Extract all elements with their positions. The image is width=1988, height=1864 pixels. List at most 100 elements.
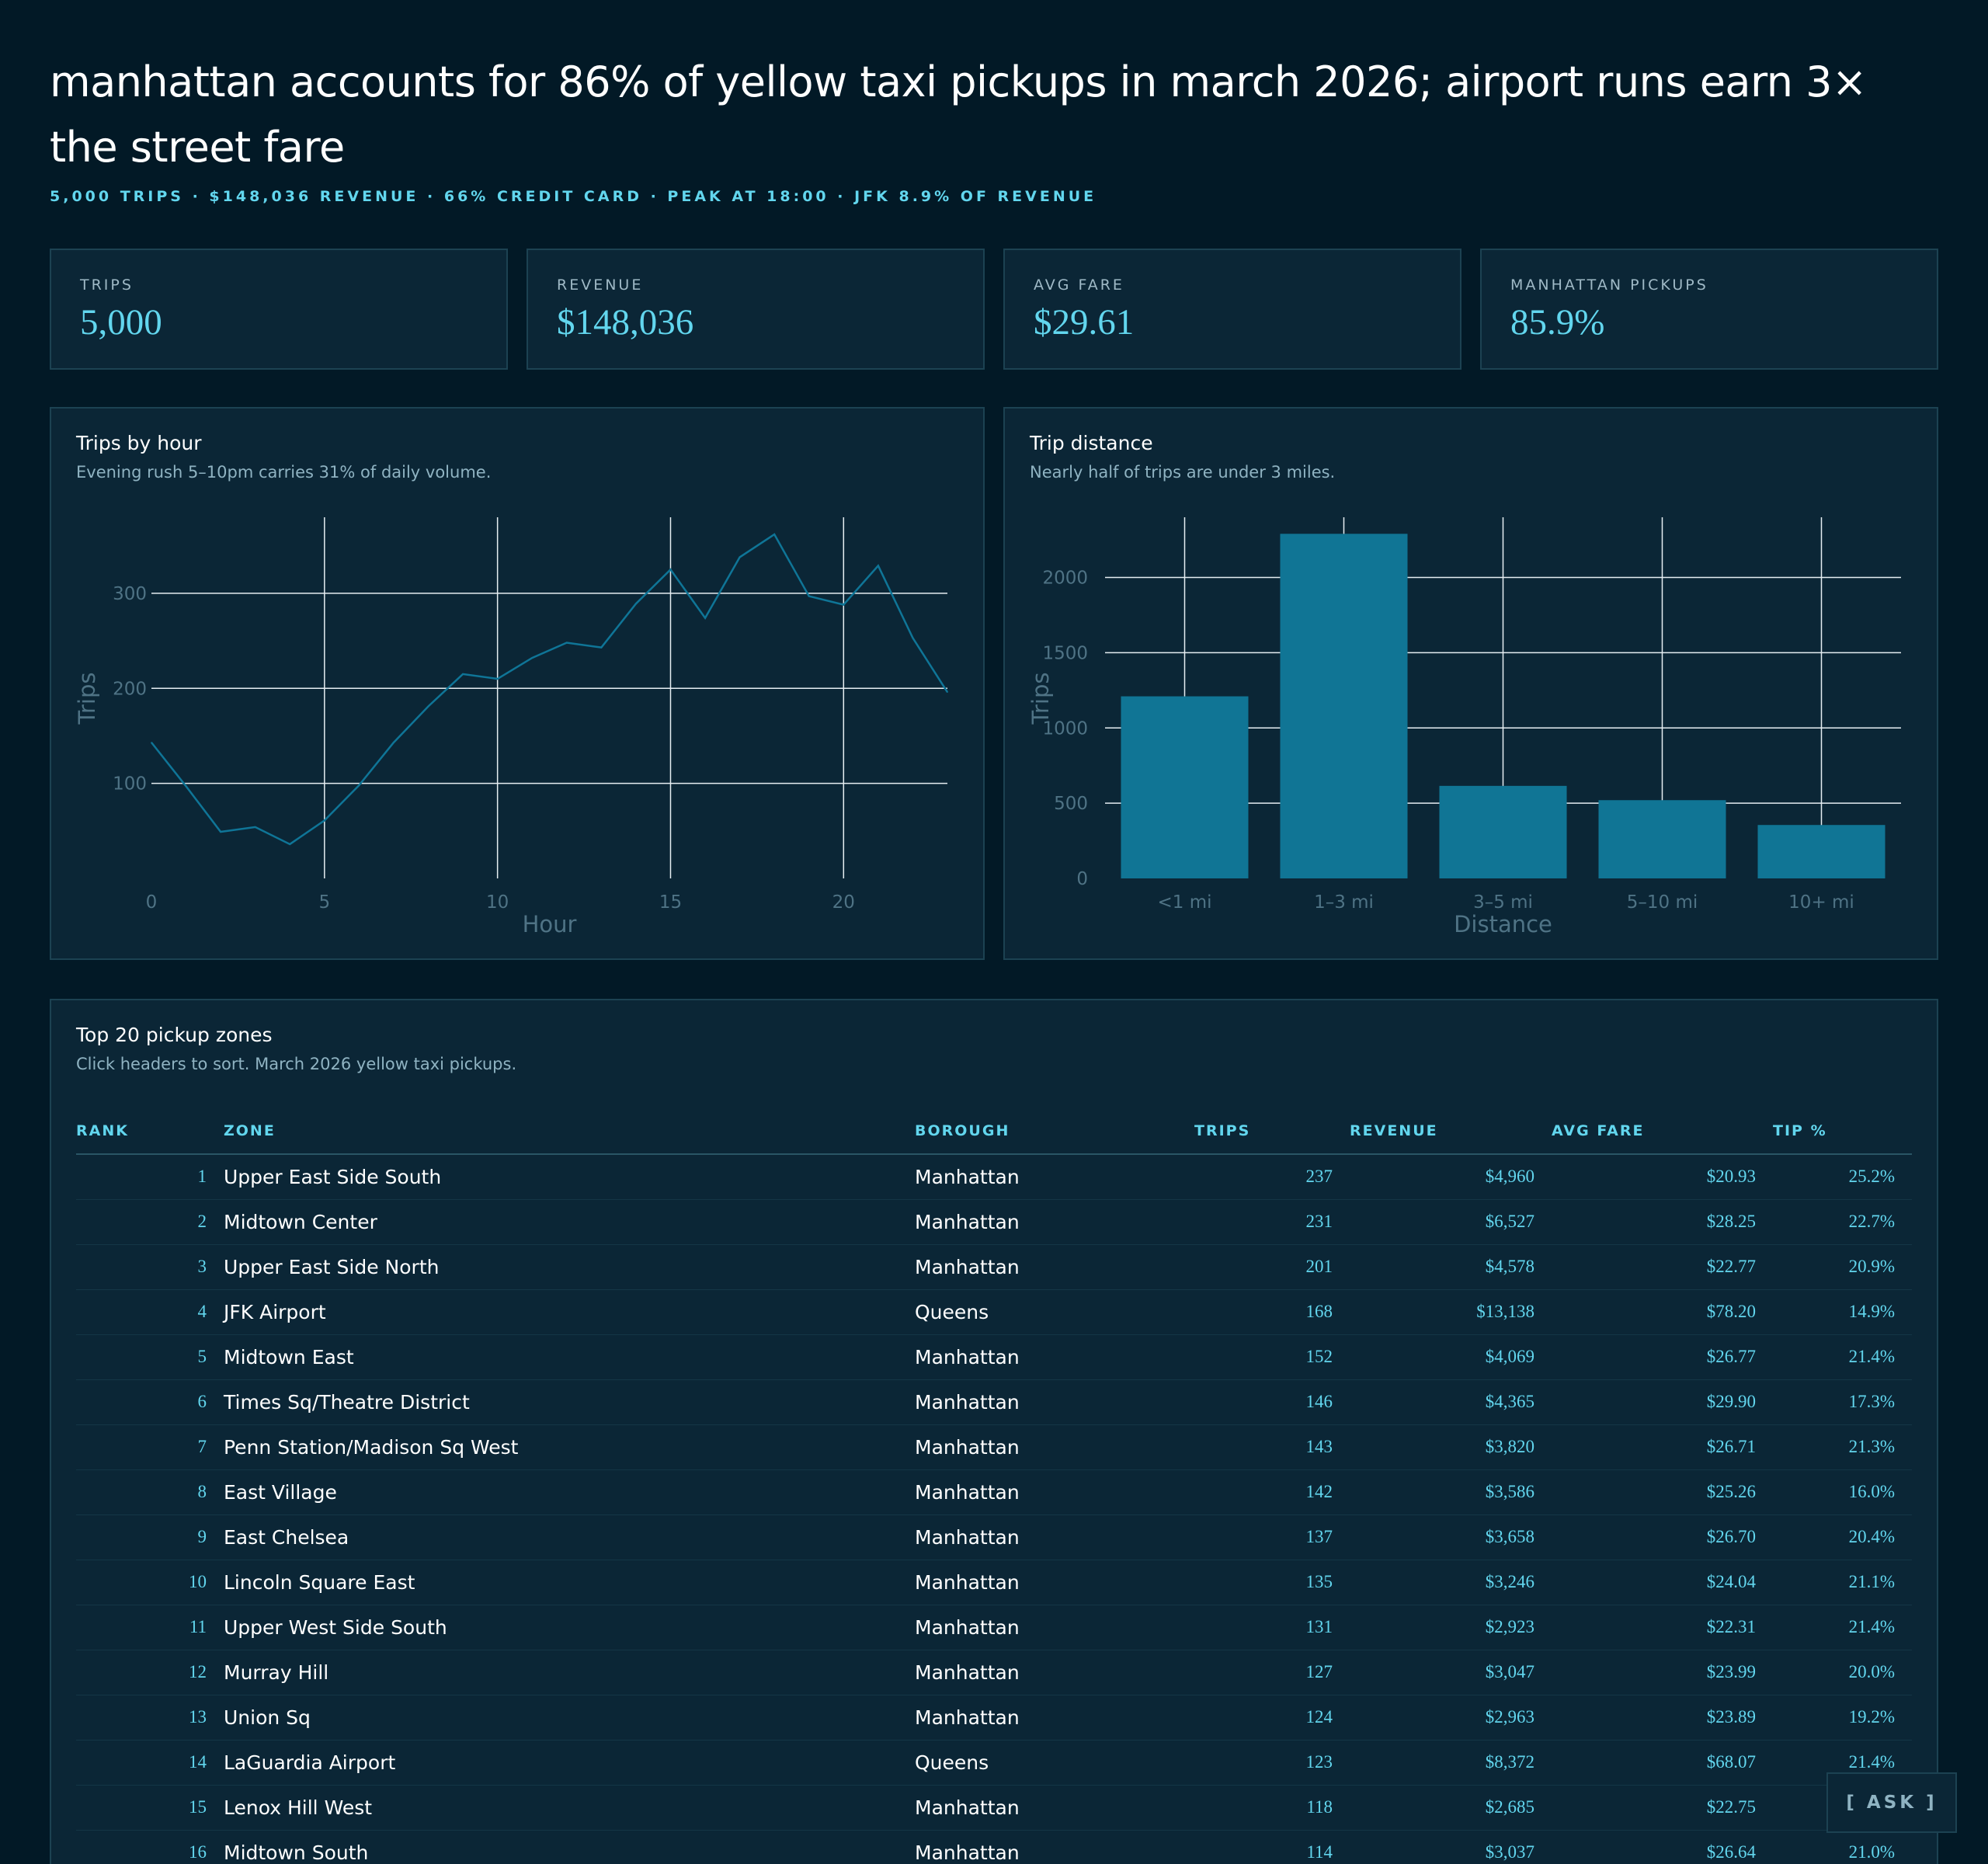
column-header-zone[interactable]: ZONE <box>224 1108 915 1155</box>
cell-borough: Manhattan <box>915 1379 1194 1425</box>
zones-table: RANK ZONE BOROUGH TRIPS REVENUE AVG FARE… <box>76 1108 1912 1864</box>
column-header-tip[interactable]: TIP % <box>1773 1108 1912 1155</box>
data-point <box>912 637 914 639</box>
cell-tip: 21.3% <box>1773 1424 1912 1470</box>
cell-rank: 11 <box>76 1605 224 1650</box>
data-point <box>704 617 706 619</box>
data-point <box>151 742 152 743</box>
cell-avg-fare: $24.04 <box>1552 1560 1773 1605</box>
cell-avg-fare: $78.20 <box>1552 1289 1773 1335</box>
cell-revenue: $4,578 <box>1350 1244 1552 1290</box>
x-tick-label: 5 <box>319 892 331 913</box>
cell-rank: 13 <box>76 1695 224 1741</box>
cell-trips: 135 <box>1194 1560 1350 1605</box>
panel-title: Top 20 pickup zones <box>76 1024 273 1046</box>
data-point <box>531 657 533 659</box>
column-header-avg-fare[interactable]: AVG FARE <box>1552 1108 1773 1155</box>
x-tick-label: <1 mi <box>1157 892 1211 913</box>
cell-borough: Manhattan <box>915 1560 1194 1605</box>
kpi-value: 5,000 <box>80 302 162 343</box>
cell-tip: 22.7% <box>1773 1199 1912 1245</box>
y-axis-title: Trips <box>74 673 100 725</box>
ask-button[interactable]: [ ASK ] <box>1826 1772 1957 1833</box>
table-row: 4 JFK Airport Queens 168 $13,138 $78.20 14.9% <box>76 1289 1912 1335</box>
cell-zone: Midtown East <box>224 1334 915 1380</box>
data-point <box>324 819 325 822</box>
y-tick-label: 0 <box>1076 869 1088 889</box>
cell-tip: 16.0% <box>1773 1469 1912 1515</box>
kpi-label: REVENUE <box>557 276 644 294</box>
cell-borough: Manhattan <box>915 1514 1194 1560</box>
column-header-revenue[interactable]: REVENUE <box>1350 1108 1552 1155</box>
bar <box>1598 800 1726 878</box>
table-row: 10 Lincoln Square East Manhattan 135 $3,246 $… <box>76 1560 1912 1605</box>
column-header-trips[interactable]: TRIPS <box>1194 1108 1350 1155</box>
cell-rank: 2 <box>76 1199 224 1245</box>
data-point <box>565 642 568 644</box>
cell-borough: Manhattan <box>915 1199 1194 1245</box>
cell-rank: 9 <box>76 1514 224 1560</box>
cell-trips: 201 <box>1194 1244 1350 1290</box>
cell-avg-fare: $26.71 <box>1552 1424 1773 1470</box>
cell-revenue: $2,963 <box>1350 1695 1552 1741</box>
cell-trips: 127 <box>1194 1650 1350 1695</box>
cell-revenue: $3,037 <box>1350 1830 1552 1864</box>
cell-avg-fare: $22.77 <box>1552 1244 1773 1290</box>
cell-zone: Lincoln Square East <box>224 1560 915 1605</box>
data-point <box>358 784 360 786</box>
table-row: 9 East Chelsea Manhattan 137 $3,658 $26.70 20.… <box>76 1514 1912 1560</box>
cell-zone: Upper East Side South <box>224 1154 915 1200</box>
cell-revenue: $3,586 <box>1350 1469 1552 1515</box>
cell-tip: 20.9% <box>1773 1244 1912 1290</box>
cell-avg-fare: $28.25 <box>1552 1199 1773 1245</box>
table-header-row: RANK ZONE BOROUGH TRIPS REVENUE AVG FARE… <box>76 1108 1912 1155</box>
cell-avg-fare: $23.89 <box>1552 1695 1773 1741</box>
cell-zone: Penn Station/Madison Sq West <box>224 1424 915 1470</box>
cell-revenue: $2,923 <box>1350 1605 1552 1650</box>
cell-borough: Manhattan <box>915 1154 1194 1200</box>
table-row: 11 Upper West Side South Manhattan 131 $2,92… <box>76 1605 1912 1650</box>
cell-zone: Upper West Side South <box>224 1605 915 1650</box>
cell-revenue: $3,658 <box>1350 1514 1552 1560</box>
cell-rank: 5 <box>76 1334 224 1380</box>
cell-rank: 12 <box>76 1650 224 1695</box>
data-point <box>254 826 256 828</box>
kpi-card-avg-fare: AVG FARE $29.61 <box>1003 249 1461 370</box>
data-point <box>878 565 879 567</box>
cell-avg-fare: $29.90 <box>1552 1379 1773 1425</box>
cell-trips: 168 <box>1194 1289 1350 1335</box>
column-header-rank[interactable]: RANK <box>76 1108 224 1155</box>
kpi-value: $29.61 <box>1034 302 1135 343</box>
data-point <box>427 705 429 708</box>
column-header-borough[interactable]: BOROUGH <box>915 1108 1194 1155</box>
table-row: 5 Midtown East Manhattan 152 $4,069 $26.77 21.… <box>76 1334 1912 1380</box>
cell-tip: 20.0% <box>1773 1650 1912 1695</box>
cell-revenue: $3,047 <box>1350 1650 1552 1695</box>
data-point <box>739 556 741 558</box>
cell-borough: Manhattan <box>915 1785 1194 1831</box>
cell-trips: 124 <box>1194 1695 1350 1741</box>
cell-avg-fare: $20.93 <box>1552 1154 1773 1200</box>
y-tick-label: 200 <box>113 679 147 699</box>
cell-rank: 1 <box>76 1154 224 1200</box>
cell-tip: 21.4% <box>1773 1605 1912 1650</box>
table-row: 6 Times Sq/Theatre District Manhattan 146 $4… <box>76 1379 1912 1425</box>
x-tick-label: 10+ mi <box>1788 892 1854 913</box>
cell-avg-fare: $22.31 <box>1552 1605 1773 1650</box>
cell-zone: Midtown Center <box>224 1199 915 1245</box>
trips-by-hour-panel: Trips by hour Evening rush 5–10pm carrie… <box>50 407 985 960</box>
cell-tip: 25.2% <box>1773 1154 1912 1200</box>
cell-rank: 4 <box>76 1289 224 1335</box>
data-point <box>808 595 810 597</box>
x-tick-label: 5–10 mi <box>1627 892 1698 913</box>
cell-revenue: $2,685 <box>1350 1785 1552 1831</box>
cell-revenue: $3,820 <box>1350 1424 1552 1470</box>
table-row: 13 Union Sq Manhattan 124 $2,963 $23.89 19.2% <box>76 1695 1912 1741</box>
kpi-value: 85.9% <box>1510 302 1605 343</box>
cell-tip: 14.9% <box>1773 1289 1912 1335</box>
table-row: 3 Upper East Side North Manhattan 201 $4,578… <box>76 1244 1912 1290</box>
cell-avg-fare: $26.64 <box>1552 1830 1773 1864</box>
cell-borough: Manhattan <box>915 1334 1194 1380</box>
table-row: 16 Midtown South Manhattan 114 $3,037 $26.64 2… <box>76 1830 1912 1864</box>
cell-trips: 131 <box>1194 1605 1350 1650</box>
